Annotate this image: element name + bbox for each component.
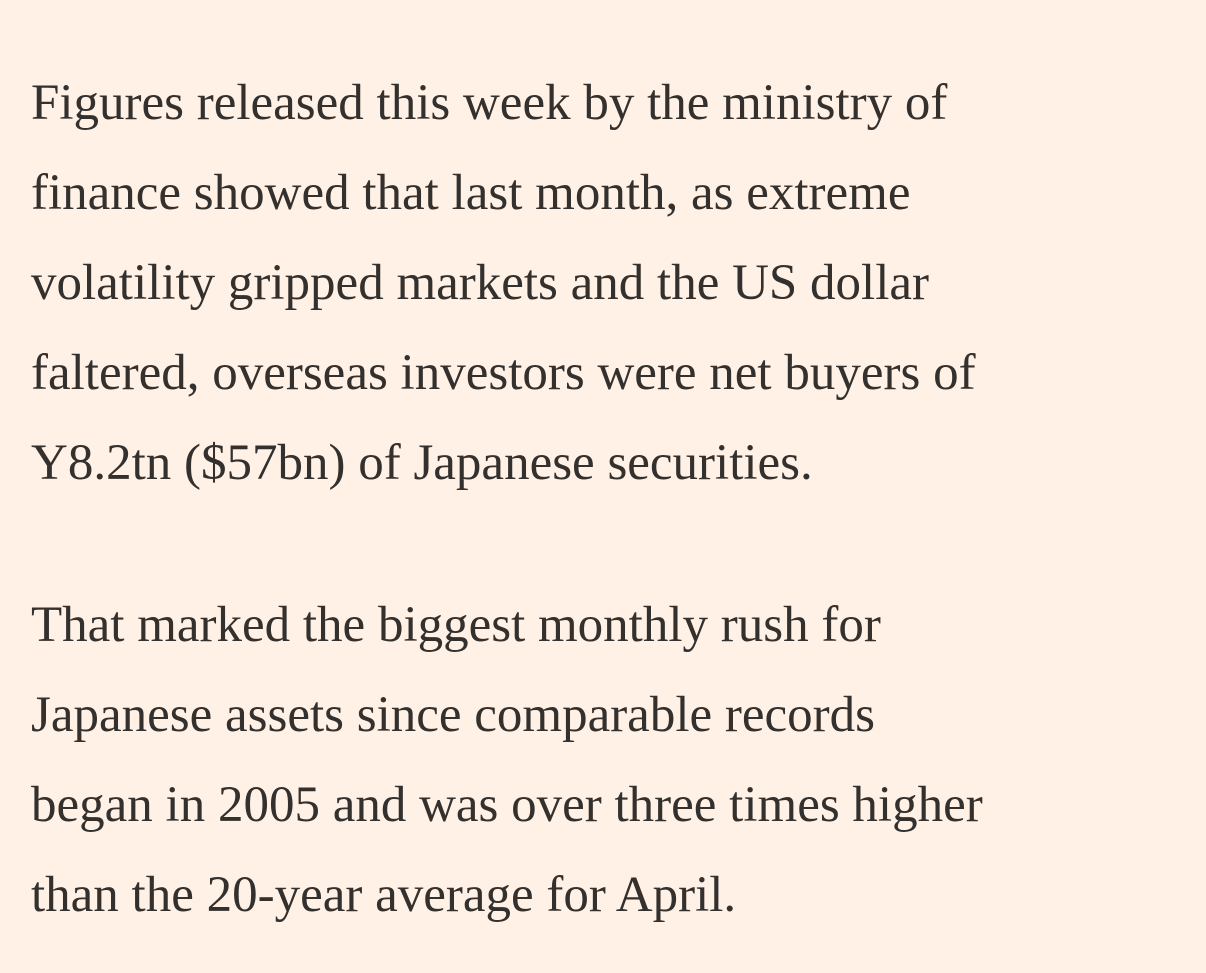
article-paragraph: Figures released this week by the minist… <box>31 58 1181 508</box>
paragraph-line: Y8.2tn ($57bn) of Japanese securities. <box>31 435 813 491</box>
paragraph-line: Japanese assets since comparable records <box>31 687 875 743</box>
paragraph-line: faltered, overseas investors were net bu… <box>31 345 976 401</box>
article-paragraph: That marked the biggest monthly rush for… <box>31 580 1181 940</box>
paragraph-line: Figures released this week by the minist… <box>31 75 948 131</box>
paragraph-line: finance showed that last month, as extre… <box>31 165 911 221</box>
paragraph-line: That marked the biggest monthly rush for <box>31 597 881 653</box>
paragraph-line: than the 20-year average for April. <box>31 867 737 923</box>
paragraph-line: began in 2005 and was over three times h… <box>31 777 983 833</box>
paragraph-line: volatility gripped markets and the US do… <box>31 255 929 311</box>
article-body: Figures released this week by the minist… <box>31 58 1181 940</box>
